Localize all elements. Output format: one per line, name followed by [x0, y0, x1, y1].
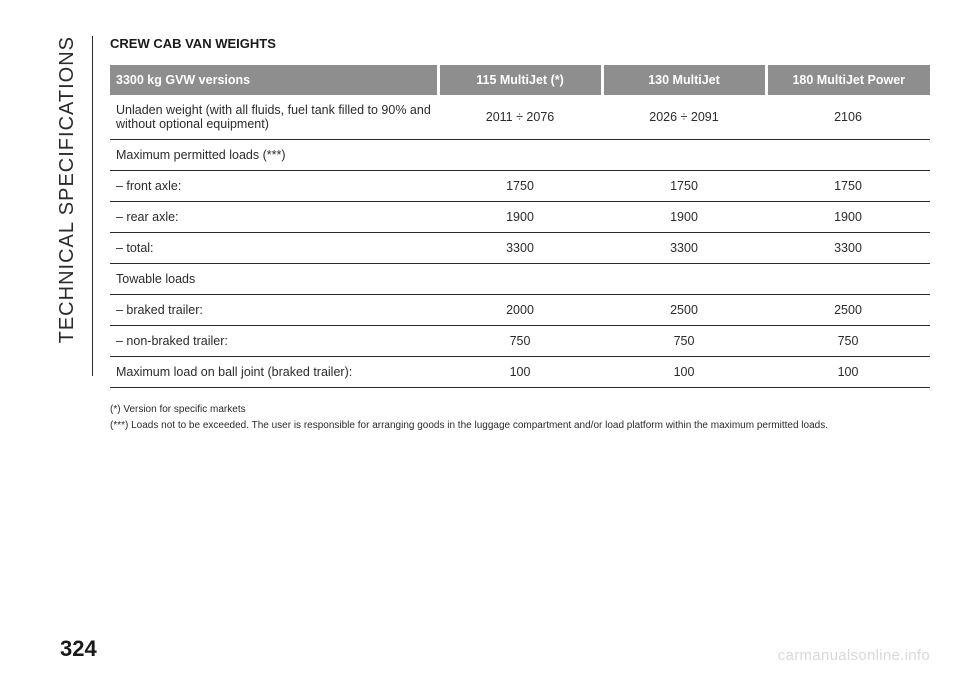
section-label: TECHNICAL SPECIFICATIONS [56, 36, 79, 343]
table-cell: 100 [766, 357, 930, 388]
table-cell: 1900 [766, 202, 930, 233]
table-cell: 2106 [766, 95, 930, 140]
table-cell: Maximum permitted loads (***) [110, 140, 438, 171]
table-cell: 2000 [438, 295, 602, 326]
weights-table: 3300 kg GVW versions115 MultiJet (*)130 … [110, 65, 930, 388]
table-row: Maximum load on ball joint (braked trail… [110, 357, 930, 388]
table-cell: 2011 ÷ 2076 [438, 95, 602, 140]
table-header-cell: 3300 kg GVW versions [110, 65, 438, 95]
table-cell: 2500 [766, 295, 930, 326]
table-header-cell: 180 MultiJet Power [766, 65, 930, 95]
table-cell: – rear axle: [110, 202, 438, 233]
table-cell: 750 [438, 326, 602, 357]
table-row: – non-braked trailer:750750750 [110, 326, 930, 357]
table-cell: – braked trailer: [110, 295, 438, 326]
table-row: – rear axle:190019001900 [110, 202, 930, 233]
table-cell [766, 140, 930, 171]
table-header-cell: 130 MultiJet [602, 65, 766, 95]
table-title: CREW CAB VAN WEIGHTS [110, 36, 930, 51]
table-cell: 1900 [602, 202, 766, 233]
table-cell [602, 264, 766, 295]
table-cell: – non-braked trailer: [110, 326, 438, 357]
table-cell: – total: [110, 233, 438, 264]
watermark: carmanualsonline.info [778, 647, 930, 664]
page-number: 324 [60, 636, 97, 662]
table-cell: Maximum load on ball joint (braked trail… [110, 357, 438, 388]
table-cell: 2026 ÷ 2091 [602, 95, 766, 140]
table-cell: 2500 [602, 295, 766, 326]
table-cell [438, 264, 602, 295]
table-row: – total:330033003300 [110, 233, 930, 264]
footnote-line: (***) Loads not to be exceeded. The user… [110, 418, 930, 434]
table-cell: 100 [602, 357, 766, 388]
table-cell [602, 140, 766, 171]
table-cell: 3300 [438, 233, 602, 264]
table-cell: 750 [766, 326, 930, 357]
table-cell: – front axle: [110, 171, 438, 202]
table-cell: 1750 [766, 171, 930, 202]
table-cell [766, 264, 930, 295]
table-cell [438, 140, 602, 171]
table-cell: 100 [438, 357, 602, 388]
footnotes: (*) Version for specific markets(***) Lo… [110, 402, 930, 434]
footnote-line: (*) Version for specific markets [110, 402, 930, 418]
table-cell: 1900 [438, 202, 602, 233]
table-cell: 750 [602, 326, 766, 357]
table-cell: 1750 [438, 171, 602, 202]
table-cell: 3300 [766, 233, 930, 264]
table-cell: Unladen weight (with all fluids, fuel ta… [110, 95, 438, 140]
content-area: CREW CAB VAN WEIGHTS 3300 kg GVW version… [110, 36, 930, 434]
table-row: – front axle:175017501750 [110, 171, 930, 202]
table-row: Maximum permitted loads (***) [110, 140, 930, 171]
table-row: Towable loads [110, 264, 930, 295]
table-cell: Towable loads [110, 264, 438, 295]
side-rule [92, 36, 93, 376]
table-cell: 1750 [602, 171, 766, 202]
table-row: – braked trailer:200025002500 [110, 295, 930, 326]
table-cell: 3300 [602, 233, 766, 264]
table-row: Unladen weight (with all fluids, fuel ta… [110, 95, 930, 140]
table-header-cell: 115 MultiJet (*) [438, 65, 602, 95]
